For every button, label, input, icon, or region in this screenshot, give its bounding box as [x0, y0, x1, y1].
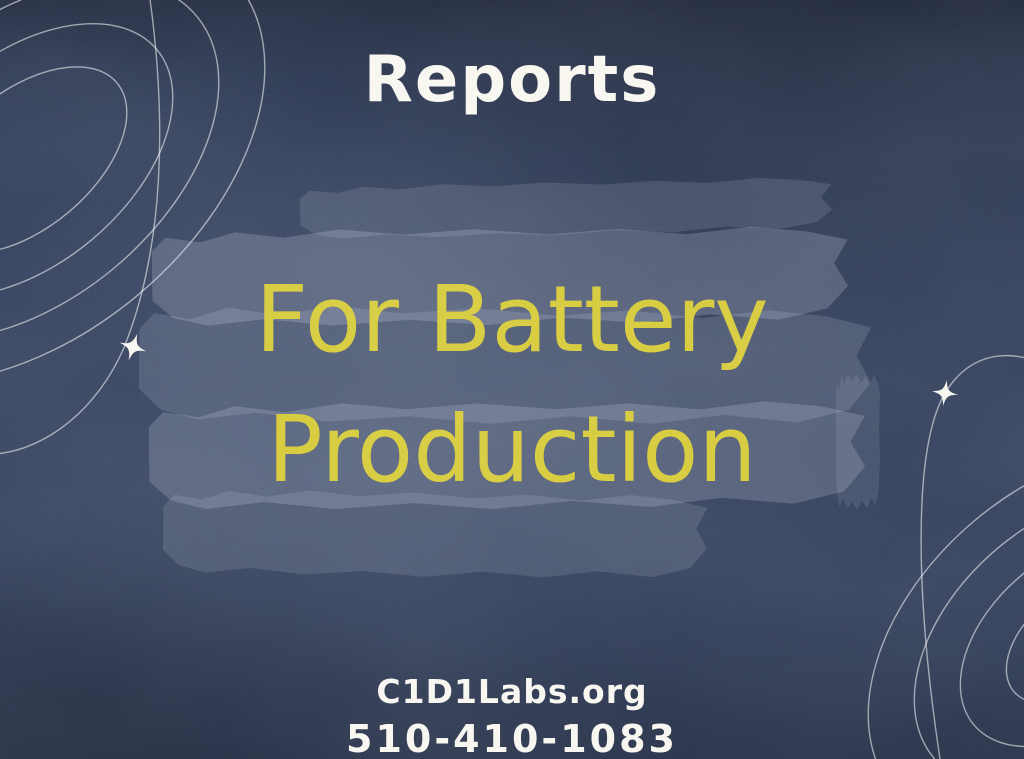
- website-text: C1D1Labs.org: [376, 672, 648, 711]
- footer: C1D1Labs.org 510-410-1083: [0, 675, 1024, 758]
- phone-number-text: 510-410-1083: [346, 717, 678, 759]
- heading-line-1: For Battery: [255, 266, 769, 373]
- page-title: Reports: [363, 43, 661, 117]
- heading-line-2: Production: [267, 396, 757, 503]
- main-heading: For Battery Production: [0, 255, 1024, 515]
